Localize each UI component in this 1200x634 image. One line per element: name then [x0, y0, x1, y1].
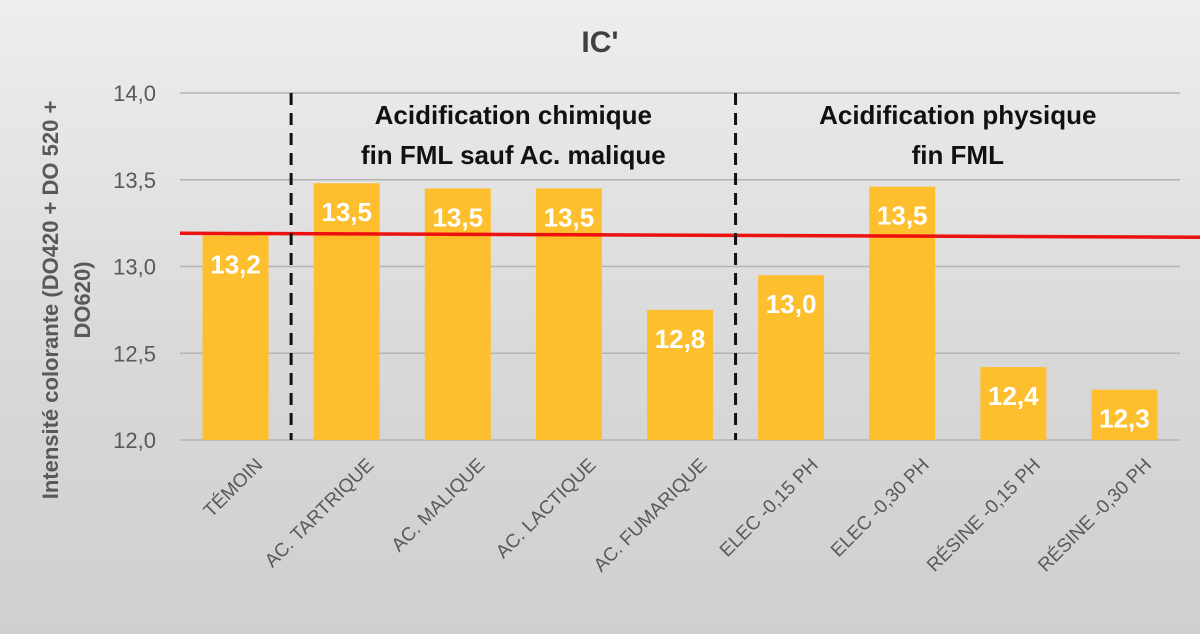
bar	[1091, 389, 1158, 440]
y-axis-label: Intensité colorante (DO420 + DO 520 + DO6…	[38, 101, 95, 500]
y-tick-label: 12,5	[113, 341, 156, 366]
data-label: 13,0	[766, 289, 817, 319]
bars	[202, 183, 1158, 440]
data-label: 13,2	[210, 249, 261, 279]
data-label: 13,5	[321, 197, 372, 227]
bar	[535, 188, 602, 440]
x-tick-label: ELEC -0,30 PH	[827, 455, 934, 562]
y-axis-label-line: DO620)	[70, 261, 95, 338]
data-label: 12,4	[988, 381, 1039, 411]
bar	[647, 309, 713, 440]
data-labels: 13,2 13,5 13,5 13,5 12,8 13,0 13,5 12,4 12,3	[210, 197, 1149, 433]
bar	[424, 188, 491, 440]
reference-line	[179, 231, 1200, 240]
group-separators	[289, 93, 738, 440]
group-label: fin FML sauf Ac. malique	[361, 140, 666, 170]
bar	[758, 275, 825, 440]
x-tick-label: AC. MALIQUE	[388, 455, 489, 556]
data-label: 12,8	[655, 324, 706, 354]
y-tick-label: 13,0	[113, 255, 156, 280]
data-label: 13,5	[432, 202, 483, 232]
data-label: 13,5	[877, 201, 928, 231]
y-tick-label: 14,0	[113, 81, 156, 106]
y-axis-label-line: Intensité colorante (DO420 + DO 520 +	[38, 101, 63, 500]
bar	[202, 235, 269, 440]
y-tick-label: 12,0	[113, 428, 156, 453]
x-tick-label: RÉSINE -0,15 PH	[923, 455, 1045, 577]
group-labels: Acidification chimique fin FML sauf Ac. m…	[361, 100, 1097, 170]
y-tick-label: 13,5	[113, 168, 156, 193]
data-label: 12,3	[1099, 404, 1150, 434]
x-tick-label: RÉSINE -0,30 PH	[1034, 455, 1156, 577]
x-tick-label: AC. TARTRIQUE	[261, 455, 378, 572]
x-tick-label: ELEC -0,15 PH	[716, 455, 823, 562]
data-label: 13,5	[544, 202, 595, 232]
bar	[980, 367, 1047, 440]
x-tick-label: AC. LACTIQUE	[492, 455, 600, 563]
bar	[313, 183, 380, 440]
group-label: fin FML	[912, 140, 1005, 170]
chart-title: IC'	[581, 26, 618, 59]
x-tick-label: AC. FUMARIQUE	[590, 455, 712, 577]
group-label: Acidification physique	[819, 100, 1096, 130]
group-label: Acidification chimique	[375, 100, 652, 130]
x-tick-label: TÉMOIN	[200, 455, 267, 522]
bar	[869, 186, 936, 440]
reference-line-group	[179, 231, 1200, 240]
y-axis-ticks: 12,0 12,5 13,0 13,5 14,0	[113, 81, 156, 453]
